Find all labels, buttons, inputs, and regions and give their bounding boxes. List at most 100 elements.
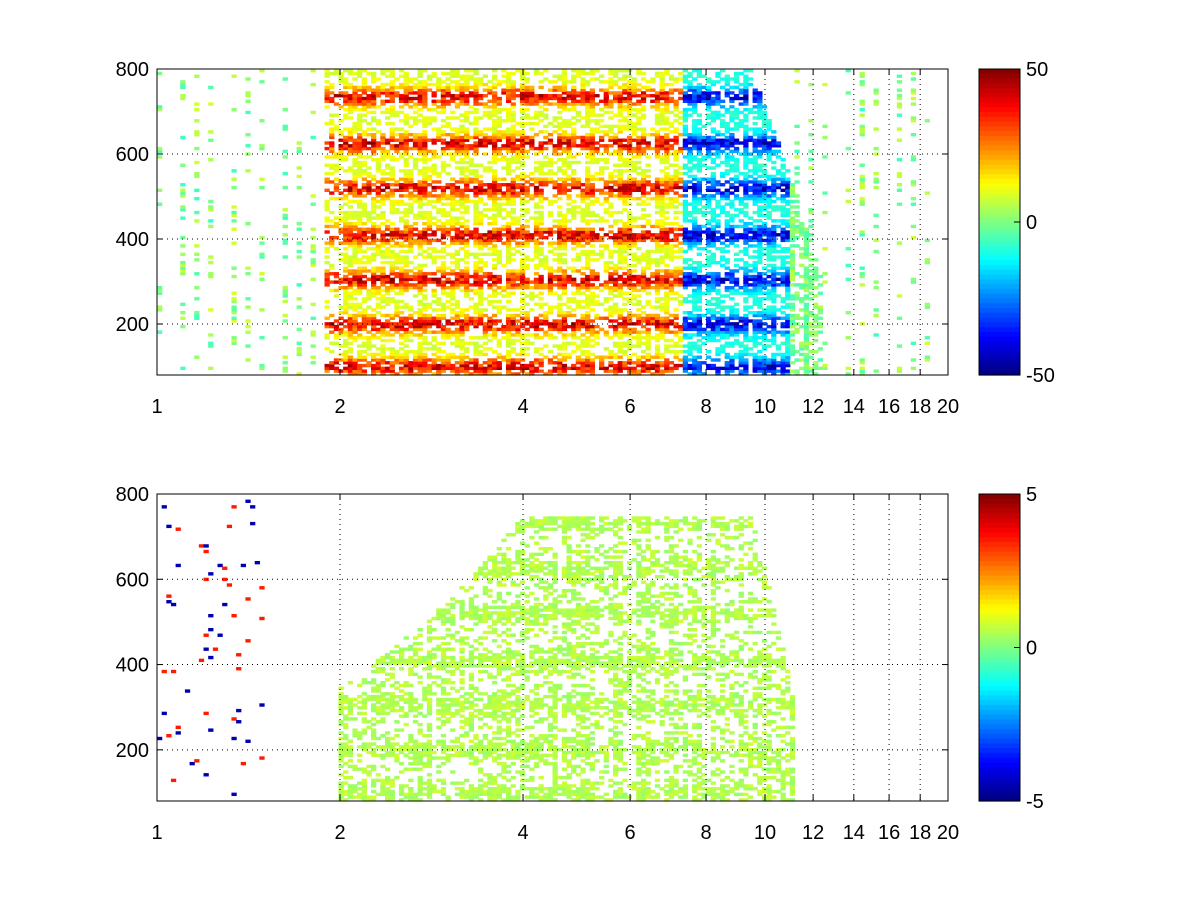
- heatmap-cell: [450, 222, 456, 226]
- heatmap-cell: [468, 85, 474, 90]
- heatmap-cell: [231, 177, 237, 181]
- heatmap-cell: [492, 258, 498, 262]
- heatmap-cell: [492, 244, 498, 248]
- heatmap-cell: [436, 99, 442, 103]
- heatmap-cell: [538, 130, 544, 134]
- heatmap-cell: [464, 369, 470, 373]
- heatmap-cell: [310, 135, 316, 140]
- heatmap-cell: [626, 344, 633, 348]
- heatmap-cell: [599, 188, 605, 192]
- heatmap-cell: [194, 102, 200, 106]
- heatmap-cell: [366, 88, 372, 92]
- heatmap-cell: [445, 363, 451, 368]
- heatmap-cell: [478, 163, 484, 167]
- heatmap-cell: [603, 146, 609, 151]
- heatmap-cell: [478, 322, 484, 326]
- heatmap-cell: [352, 330, 358, 334]
- heatmap-cell: [501, 358, 507, 362]
- heatmap-cell: [529, 363, 535, 368]
- heatmap-cell: [505, 255, 512, 259]
- heatmap-cell: [384, 330, 391, 334]
- heatmap-cell: [575, 177, 582, 181]
- heatmap-cell: [482, 166, 488, 170]
- heatmap-cell: [445, 77, 451, 81]
- heatmap-cell: [371, 208, 377, 212]
- heatmap-cell: [384, 82, 391, 87]
- heatmap-cell: [668, 188, 675, 192]
- heatmap-cell: [668, 174, 675, 179]
- heatmap-cell: [357, 280, 363, 284]
- heatmap-cell: [454, 338, 461, 343]
- heatmap-cell: [394, 274, 400, 279]
- heatmap-cell: [492, 196, 498, 201]
- heatmap-cell: [496, 121, 502, 126]
- heatmap-cell: [487, 283, 493, 287]
- heatmap-cell: [194, 74, 200, 78]
- heatmap-cell: [417, 171, 423, 176]
- heatmap-cell: [599, 288, 605, 293]
- heatmap-cell: [585, 113, 591, 117]
- heatmap-cell: [352, 302, 358, 307]
- heatmap-cell: [426, 219, 433, 223]
- heatmap-cell: [659, 330, 665, 334]
- heatmap-cell: [552, 185, 558, 190]
- heatmap-cell: [538, 149, 544, 154]
- heatmap-cell: [608, 69, 614, 73]
- heatmap-cell: [603, 233, 609, 237]
- heatmap-cell: [622, 297, 628, 301]
- heatmap-cell: [654, 116, 661, 120]
- heatmap-cell: [496, 249, 502, 254]
- heatmap-cell: [478, 316, 484, 320]
- heatmap-cell: [668, 319, 675, 323]
- heatmap-cell: [352, 316, 358, 320]
- heatmap-cell: [547, 180, 554, 184]
- heatmap-cell: [380, 294, 386, 298]
- heatmap-cell: [533, 113, 540, 117]
- heatmap-cell: [436, 283, 442, 287]
- heatmap-cell: [575, 258, 582, 262]
- heatmap-cell: [552, 116, 558, 120]
- heatmap-cell: [557, 252, 563, 256]
- heatmap-cell: [533, 219, 540, 223]
- heatmap-cell: [478, 94, 484, 98]
- heatmap-cell: [389, 297, 395, 301]
- heatmap-cell: [571, 336, 577, 340]
- heatmap-cell: [361, 230, 367, 234]
- heatmap-cell: [398, 336, 405, 340]
- heatmap-cell: [654, 94, 661, 98]
- heatmap-cell: [343, 96, 349, 101]
- heatmap-cell: [617, 163, 623, 167]
- heatmap-cell: [310, 260, 316, 265]
- heatmap-cell: [417, 107, 423, 112]
- heatmap-cell: [412, 141, 419, 145]
- heatmap-cell: [468, 77, 474, 81]
- heatmap-cell: [571, 199, 577, 204]
- heatmap-cell: [371, 80, 377, 84]
- heatmap-cell: [571, 88, 577, 92]
- heatmap-cell: [645, 330, 651, 334]
- heatmap-cell: [650, 372, 656, 376]
- heatmap-cell: [482, 324, 488, 329]
- heatmap-cell: [557, 258, 563, 262]
- heatmap-cell: [575, 344, 582, 348]
- heatmap-cell: [654, 107, 661, 112]
- heatmap-cell: [505, 344, 512, 348]
- heatmap-cell: [245, 99, 251, 103]
- heatmap-cell: [454, 235, 461, 240]
- heatmap-cell: [329, 280, 335, 284]
- heatmap-cell: [422, 302, 428, 307]
- heatmap-cell: [589, 135, 595, 140]
- heatmap-cell: [389, 166, 395, 170]
- heatmap-cell: [347, 369, 354, 373]
- heatmap-cell: [361, 208, 367, 212]
- heatmap-cell: [380, 88, 386, 92]
- heatmap-cell: [347, 324, 354, 329]
- heatmap-cell: [426, 166, 433, 170]
- heatmap-cell: [585, 107, 591, 112]
- heatmap-cell: [431, 71, 437, 76]
- heatmap-cell: [403, 138, 409, 142]
- heatmap-cell: [403, 336, 409, 340]
- heatmap-cell: [431, 91, 437, 95]
- heatmap-cell: [473, 107, 479, 112]
